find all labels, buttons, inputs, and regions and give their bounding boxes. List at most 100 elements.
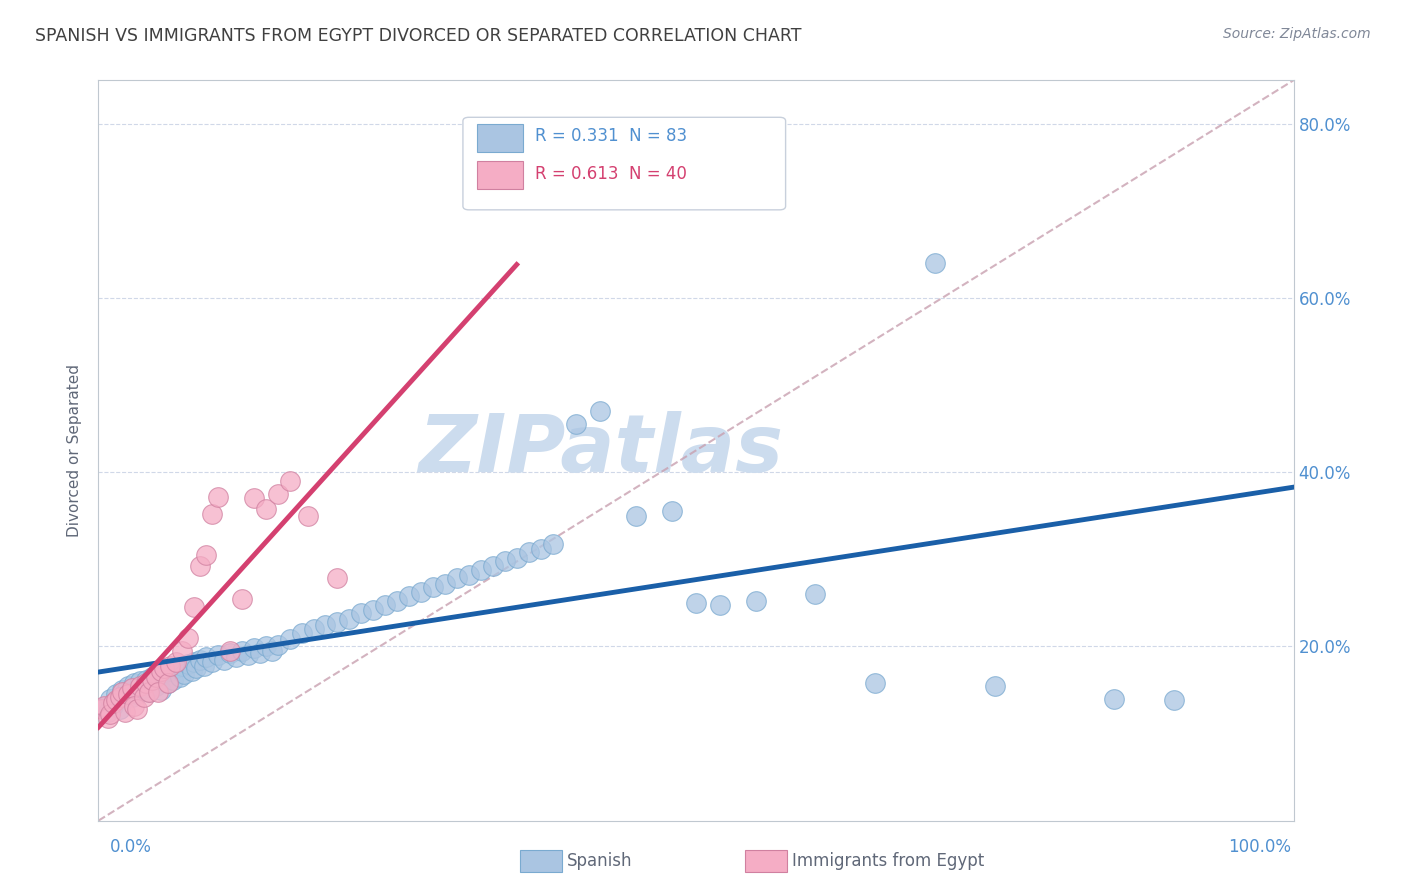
Point	[153, 665, 176, 680]
Point	[219, 644, 242, 658]
Point	[111, 683, 134, 698]
Point	[398, 589, 420, 603]
Point	[148, 667, 170, 681]
Point	[98, 707, 122, 722]
Point	[162, 673, 184, 687]
Point	[135, 676, 157, 690]
Point	[589, 404, 612, 418]
Point	[108, 702, 131, 716]
Point	[297, 508, 319, 523]
Point	[98, 691, 122, 706]
Point	[129, 679, 152, 693]
Point	[117, 687, 139, 701]
Point	[661, 504, 683, 518]
Point	[105, 693, 128, 707]
Point	[145, 679, 167, 693]
Point	[207, 490, 229, 504]
Point	[804, 587, 827, 601]
Point	[124, 676, 146, 690]
Text: 100.0%: 100.0%	[1227, 838, 1291, 855]
Point	[177, 657, 200, 671]
Point	[145, 670, 167, 684]
Point	[422, 580, 444, 594]
Point	[254, 501, 277, 516]
Point	[374, 598, 396, 612]
Point	[183, 600, 205, 615]
Point	[434, 576, 457, 591]
FancyBboxPatch shape	[463, 118, 786, 210]
Point	[124, 698, 146, 713]
Text: R = 0.613  N = 40: R = 0.613 N = 40	[534, 165, 686, 184]
Point	[260, 644, 283, 658]
Point	[177, 631, 200, 645]
Point	[865, 676, 887, 690]
Point	[114, 705, 136, 719]
Point	[121, 690, 143, 704]
FancyBboxPatch shape	[477, 161, 523, 189]
Point	[135, 673, 157, 687]
Point	[231, 591, 253, 606]
Text: Source: ZipAtlas.com: Source: ZipAtlas.com	[1223, 27, 1371, 41]
Text: 0.0%: 0.0%	[110, 838, 152, 855]
Point	[302, 622, 325, 636]
Point	[101, 696, 124, 710]
Point	[105, 687, 128, 701]
Point	[363, 603, 385, 617]
Point	[339, 611, 361, 625]
Point	[172, 658, 194, 673]
Point	[326, 615, 349, 629]
Point	[254, 640, 277, 654]
Point	[186, 661, 208, 675]
Point	[565, 417, 588, 432]
Point	[411, 585, 433, 599]
Point	[101, 698, 124, 713]
Point	[195, 649, 218, 664]
Point	[125, 687, 148, 701]
Point	[156, 676, 179, 690]
Point	[138, 684, 160, 698]
Point	[97, 705, 120, 719]
Point	[231, 644, 253, 658]
Point	[188, 652, 211, 666]
Point	[745, 594, 768, 608]
Point	[165, 661, 187, 675]
Point	[481, 559, 505, 574]
Point	[201, 655, 224, 669]
Point	[212, 652, 235, 666]
Point	[93, 698, 115, 713]
Point	[111, 684, 134, 698]
Text: ZIPatlas: ZIPatlas	[418, 411, 783, 490]
Point	[494, 554, 516, 568]
Point	[350, 607, 373, 621]
Point	[685, 596, 707, 610]
Point	[138, 684, 160, 698]
FancyBboxPatch shape	[477, 124, 523, 153]
Point	[169, 670, 191, 684]
Y-axis label: Divorced or Separated: Divorced or Separated	[67, 364, 83, 537]
Point	[541, 536, 564, 550]
Point	[132, 681, 155, 696]
Point	[121, 681, 143, 696]
Point	[114, 684, 136, 698]
Point	[517, 545, 540, 559]
Point	[924, 256, 946, 270]
Point	[207, 648, 229, 662]
Point	[626, 508, 648, 523]
Point	[249, 647, 271, 661]
Point	[195, 548, 218, 562]
Point	[530, 541, 553, 556]
Point	[984, 679, 1007, 693]
Point	[315, 617, 337, 632]
Point	[193, 658, 215, 673]
Text: Spanish: Spanish	[567, 852, 633, 870]
Point	[97, 711, 120, 725]
Point	[141, 673, 163, 687]
Point	[117, 679, 139, 693]
Point	[458, 568, 481, 582]
Point	[236, 648, 259, 662]
Point	[243, 491, 266, 506]
Point	[326, 572, 349, 586]
Point	[267, 638, 290, 652]
Point	[91, 702, 114, 716]
Point	[385, 594, 409, 608]
